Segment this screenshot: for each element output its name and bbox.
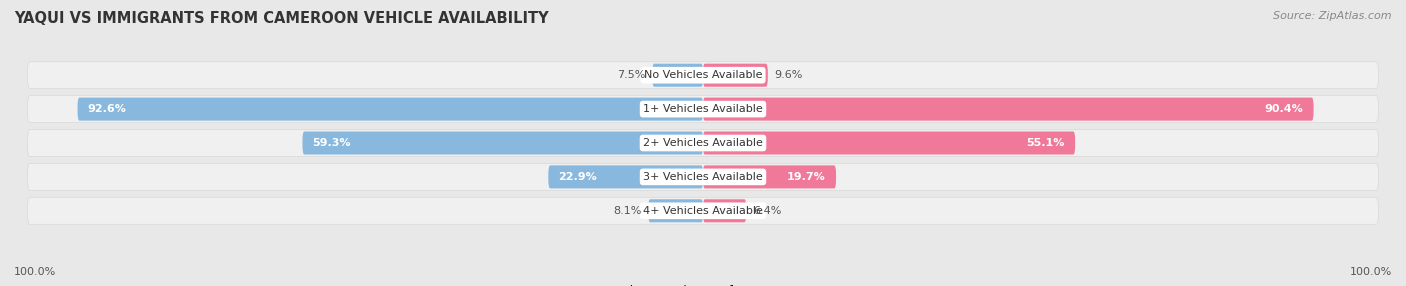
Text: Source: ZipAtlas.com: Source: ZipAtlas.com (1274, 11, 1392, 21)
FancyBboxPatch shape (703, 98, 1313, 121)
FancyBboxPatch shape (648, 199, 703, 222)
Text: 90.4%: 90.4% (1265, 104, 1303, 114)
Text: 8.1%: 8.1% (613, 206, 641, 216)
Text: 3+ Vehicles Available: 3+ Vehicles Available (643, 172, 763, 182)
FancyBboxPatch shape (28, 197, 1378, 224)
FancyBboxPatch shape (652, 64, 703, 87)
FancyBboxPatch shape (28, 62, 1378, 89)
FancyBboxPatch shape (548, 165, 703, 188)
Text: 2+ Vehicles Available: 2+ Vehicles Available (643, 138, 763, 148)
Text: 100.0%: 100.0% (14, 267, 56, 277)
Text: No Vehicles Available: No Vehicles Available (644, 70, 762, 80)
Text: 9.6%: 9.6% (775, 70, 803, 80)
Text: 22.9%: 22.9% (558, 172, 598, 182)
Text: 4+ Vehicles Available: 4+ Vehicles Available (643, 206, 763, 216)
Text: 92.6%: 92.6% (87, 104, 127, 114)
FancyBboxPatch shape (77, 98, 703, 121)
FancyBboxPatch shape (28, 96, 1378, 123)
FancyBboxPatch shape (28, 130, 1378, 156)
FancyBboxPatch shape (28, 163, 1378, 190)
Text: 55.1%: 55.1% (1026, 138, 1064, 148)
Legend: Yaqui, Immigrants from Cameroon: Yaqui, Immigrants from Cameroon (585, 285, 821, 286)
Text: YAQUI VS IMMIGRANTS FROM CAMEROON VEHICLE AVAILABILITY: YAQUI VS IMMIGRANTS FROM CAMEROON VEHICL… (14, 11, 548, 26)
Text: 7.5%: 7.5% (617, 70, 645, 80)
FancyBboxPatch shape (703, 64, 768, 87)
Text: 59.3%: 59.3% (312, 138, 352, 148)
Text: 100.0%: 100.0% (1350, 267, 1392, 277)
Text: 6.4%: 6.4% (754, 206, 782, 216)
FancyBboxPatch shape (302, 132, 703, 154)
Text: 19.7%: 19.7% (787, 172, 825, 182)
FancyBboxPatch shape (703, 199, 747, 222)
FancyBboxPatch shape (703, 132, 1076, 154)
FancyBboxPatch shape (703, 165, 837, 188)
Text: 1+ Vehicles Available: 1+ Vehicles Available (643, 104, 763, 114)
